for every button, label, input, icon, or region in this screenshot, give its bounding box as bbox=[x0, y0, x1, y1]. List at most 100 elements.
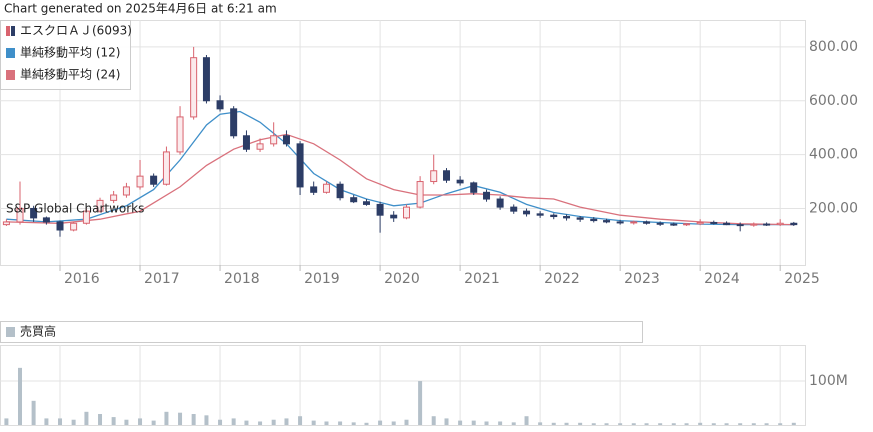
plot-frame bbox=[0, 345, 806, 426]
candle-body bbox=[150, 175, 158, 185]
candle-body bbox=[616, 221, 624, 224]
x-tick-label: 2021 bbox=[464, 271, 500, 287]
legend-swatch bbox=[6, 26, 10, 36]
candle-body bbox=[456, 179, 464, 184]
legend-label: 売買高 bbox=[20, 324, 56, 339]
candle-body bbox=[536, 213, 544, 216]
volume-bar bbox=[298, 416, 303, 425]
volume-bar bbox=[124, 419, 129, 425]
volume-bar bbox=[511, 422, 516, 425]
candle-body bbox=[643, 221, 651, 224]
volume-bar bbox=[218, 419, 223, 425]
volume-bar bbox=[71, 419, 76, 425]
candle-body bbox=[603, 220, 611, 223]
legend-swatch bbox=[6, 327, 15, 337]
legend-label: エスクロＡＪ(6093) bbox=[20, 24, 132, 38]
volume-bar bbox=[244, 420, 249, 425]
plot-frame bbox=[0, 20, 806, 266]
volume-bar bbox=[431, 416, 436, 425]
volume-bar bbox=[84, 411, 89, 425]
x-tick-label: 2017 bbox=[144, 271, 180, 287]
x-tick-label: 2022 bbox=[544, 271, 580, 287]
candle-body bbox=[176, 116, 184, 153]
volume-bar bbox=[178, 412, 183, 425]
candle-body bbox=[496, 198, 504, 208]
x-tick-label: 2019 bbox=[304, 271, 340, 287]
candle-body bbox=[256, 143, 264, 150]
candle-body bbox=[202, 57, 210, 102]
candle-body bbox=[696, 221, 704, 225]
x-tick-label: 2020 bbox=[384, 271, 420, 287]
candle-body bbox=[242, 135, 250, 150]
legend-box bbox=[0, 321, 643, 343]
candle-body bbox=[710, 221, 718, 224]
candle-body bbox=[322, 183, 330, 193]
volume-bar bbox=[791, 422, 796, 425]
candle-body bbox=[523, 210, 531, 215]
candle-body bbox=[416, 181, 424, 208]
volume-bar bbox=[258, 421, 263, 425]
volume-bar bbox=[311, 420, 316, 425]
candle-body bbox=[2, 221, 10, 226]
x-tick-label: 2018 bbox=[224, 271, 260, 287]
legend-label: 単純移動平均 (24) bbox=[20, 68, 120, 82]
volume-bar bbox=[671, 423, 676, 425]
volume-bar bbox=[444, 418, 449, 425]
grid-layer: 200.00 400.00 600.00 800.00 2016 2017 2018 2019… bbox=[0, 20, 858, 426]
volume-bar bbox=[658, 423, 663, 425]
volume-bar bbox=[724, 423, 729, 425]
candle-body bbox=[510, 206, 518, 212]
candle-body bbox=[683, 223, 691, 226]
volume-bar bbox=[764, 423, 769, 425]
legend-box bbox=[0, 20, 131, 90]
volume-bar bbox=[524, 416, 529, 425]
candle-body bbox=[470, 182, 478, 193]
volume-bar bbox=[338, 421, 343, 425]
y-tick-label: 200.00 bbox=[809, 200, 858, 216]
volume-bar bbox=[231, 418, 236, 425]
volume-bar bbox=[324, 421, 329, 425]
volume-bar bbox=[98, 414, 103, 425]
volume-bar bbox=[271, 419, 276, 425]
volume-bar bbox=[378, 420, 383, 425]
volume-bar bbox=[31, 400, 36, 425]
overlay-layer: Chart generated on 2025年4月6日 at 6:21 am … bbox=[0, 2, 643, 343]
volume-bar bbox=[58, 418, 63, 425]
candle-body bbox=[30, 207, 38, 219]
volume-bar bbox=[111, 417, 116, 425]
candle-body bbox=[443, 170, 451, 181]
candle-body bbox=[390, 214, 398, 219]
candle-body bbox=[723, 222, 731, 226]
volume-bar bbox=[498, 421, 503, 425]
candle-body bbox=[736, 224, 744, 227]
volume-bar bbox=[644, 423, 649, 425]
volume-bar bbox=[751, 423, 756, 425]
candle-body bbox=[670, 223, 678, 226]
y-tick-label: 400.00 bbox=[809, 147, 858, 163]
candle-body bbox=[162, 151, 170, 185]
x-tick-label: 2023 bbox=[624, 271, 660, 287]
volume-bar bbox=[164, 411, 169, 425]
candle-body bbox=[42, 217, 50, 223]
volume-bar bbox=[631, 423, 636, 425]
candle-body bbox=[336, 183, 344, 199]
volume-bar bbox=[151, 420, 156, 425]
volume-bar bbox=[138, 418, 143, 425]
candle-body bbox=[110, 194, 118, 201]
x-tick-label: 2025 bbox=[784, 271, 820, 287]
candle-body bbox=[590, 218, 598, 222]
volume-bar bbox=[698, 422, 703, 425]
volume-bar bbox=[538, 422, 543, 425]
volume-bar bbox=[44, 418, 49, 425]
y-tick-label: 100M bbox=[809, 373, 848, 389]
candle-body bbox=[362, 201, 370, 205]
candle-body bbox=[430, 170, 438, 183]
legend-label: 単純移動平均 (12) bbox=[20, 46, 120, 60]
volume-bar bbox=[418, 381, 423, 425]
candle-body bbox=[576, 217, 584, 220]
candle-body bbox=[190, 57, 198, 118]
x-tick-label: 2024 bbox=[704, 271, 740, 287]
volume-bar bbox=[471, 420, 476, 425]
candle-body bbox=[296, 143, 304, 188]
volume-bar bbox=[458, 420, 463, 425]
